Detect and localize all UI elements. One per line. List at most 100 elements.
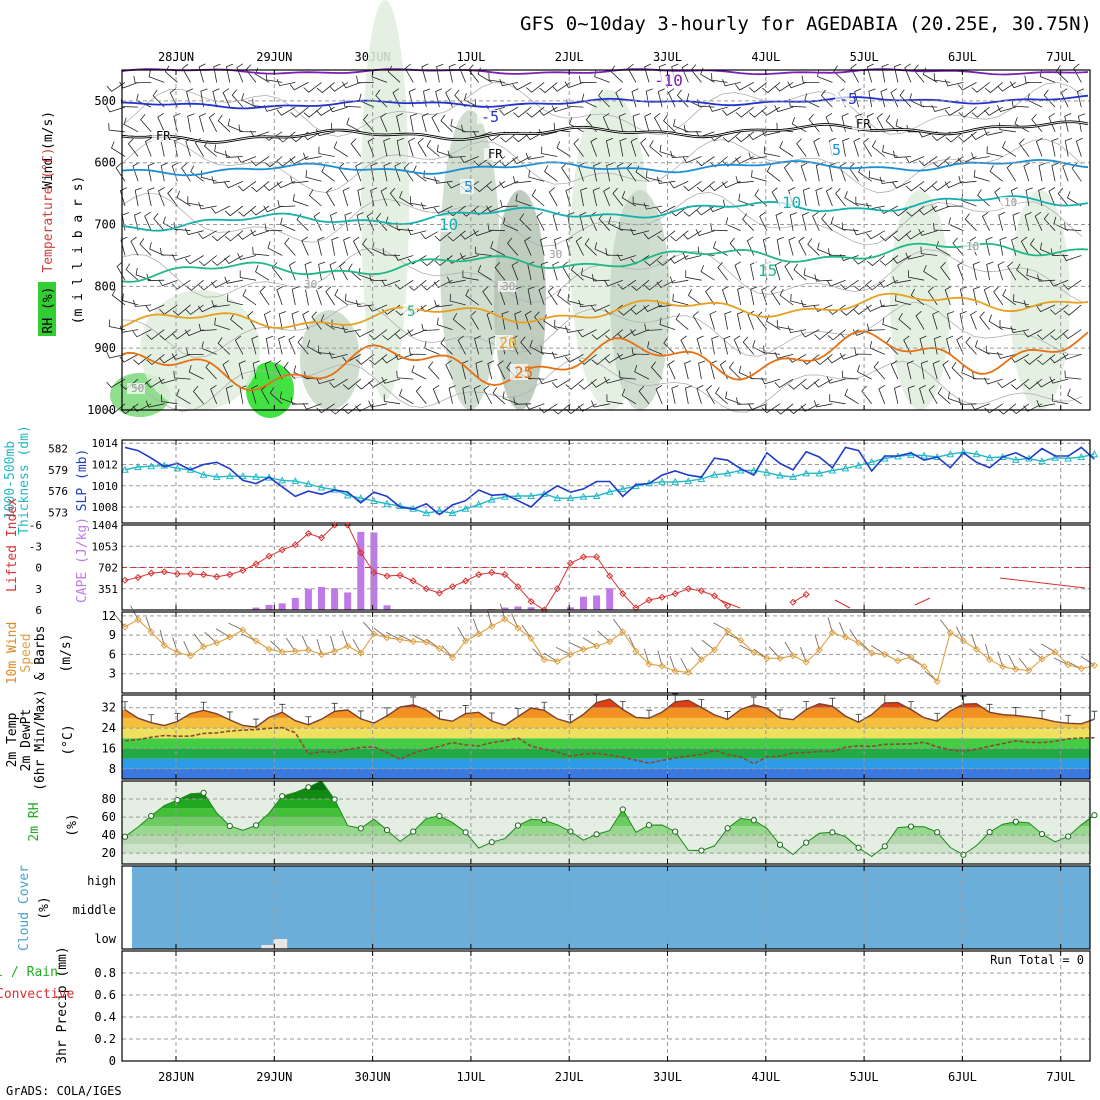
upper-wind-barb [842, 138, 850, 157]
contour-label: 20 [499, 334, 517, 352]
upper-wind-barb [970, 310, 977, 330]
upper-wind-barb [500, 199, 519, 208]
upper-wind-barb [318, 261, 326, 281]
upper-wind-barb [1075, 137, 1083, 157]
wind-speed-point [448, 654, 457, 662]
thickness-point [212, 472, 221, 480]
upper-wind-barb [171, 253, 191, 261]
y-tick-label: 700 [94, 218, 116, 232]
upper-wind-barb [649, 140, 663, 157]
upper-wind-barb [920, 360, 929, 380]
upper-wind-barb [748, 131, 768, 141]
upper-wind-barb [330, 212, 338, 231]
lifted-index-point [291, 541, 299, 549]
upper-wind-barb [271, 262, 283, 281]
upper-wind-barb [415, 385, 427, 405]
upper-wind-barb [290, 176, 309, 184]
ylabel-cloud: Cloud Cover [17, 865, 32, 951]
thickness-point [920, 451, 928, 459]
rh-shading-area [1010, 190, 1070, 410]
rh-point [226, 822, 233, 830]
upper-wind-barb [1016, 263, 1030, 281]
upper-wind-barb [231, 89, 244, 108]
wind-speed-point [488, 622, 496, 630]
upper-wind-barb [932, 360, 940, 380]
temp-minmax-bar [1012, 706, 1019, 716]
upper-wind-barb [149, 242, 165, 256]
lifted-index-point [200, 571, 208, 579]
upper-wind-barb [1023, 162, 1031, 182]
upper-wind-barb [487, 223, 505, 232]
upper-wind-barb [591, 378, 610, 388]
thickness-point [723, 469, 732, 477]
upper-wind-barb [579, 212, 587, 231]
y-tick-label: 40 [102, 828, 116, 842]
wind-barb [532, 648, 545, 660]
upper-wind-barb [473, 229, 492, 237]
cape-bar [580, 596, 587, 610]
upper-wind-barb [835, 188, 846, 207]
upper-wind-barb [696, 205, 715, 216]
upper-wind-barb [291, 286, 299, 305]
wind-speed-point [815, 646, 823, 654]
upper-wind-barb [355, 403, 375, 412]
lifted-index-point [724, 602, 732, 610]
thickness-tick-label: 576 [48, 485, 68, 498]
upper-wind-barb [733, 335, 742, 355]
upper-wind-barb [224, 230, 244, 242]
wind-barb [1040, 643, 1056, 653]
upper-wind-barb [288, 261, 296, 281]
upper-wind-barb [125, 263, 139, 281]
wind-speed-point [475, 630, 483, 638]
thickness-point [553, 494, 562, 502]
upper-wind-barb [331, 319, 348, 330]
upper-wind-barb [302, 310, 309, 330]
upper-wind-barb [696, 335, 704, 355]
upper-wind-barb [868, 170, 885, 182]
wind-barb [543, 652, 558, 662]
upper-wind-barb [857, 364, 872, 380]
upper-wind-barb [514, 311, 522, 330]
upper-wind-barb [763, 345, 781, 355]
bottom-x-tick-label: 29JUN [256, 1070, 292, 1084]
wind-speed-point [579, 645, 588, 653]
upper-wind-barb [774, 378, 794, 389]
bottom-x-tick-label: 3JUL [653, 1070, 682, 1084]
upper-wind-barb [919, 180, 938, 193]
upper-wind-barb [127, 138, 139, 157]
upper-wind-barb [536, 211, 545, 231]
upper-wind-barb [251, 335, 259, 355]
lifted-index-point [186, 570, 195, 578]
upper-wind-barb [705, 385, 715, 404]
wind-barb [215, 628, 231, 638]
upper-wind-barb [844, 388, 859, 405]
upper-wind-barb [868, 88, 876, 108]
upper-wind-barb [865, 304, 885, 312]
panel-background [122, 951, 1090, 1061]
upper-wind-barb [931, 205, 951, 212]
upper-wind-barb [1063, 304, 1082, 316]
lifted-index-point [488, 568, 496, 576]
cape-bar [252, 607, 260, 610]
wind-speed-point [1012, 665, 1020, 673]
wind-speed-point [1038, 655, 1046, 663]
lifted-index-point [802, 590, 810, 598]
thickness-point [671, 477, 680, 485]
lifted-index-point [357, 549, 365, 557]
upper-wind-barb [748, 152, 767, 160]
upper-wind-barb [791, 117, 807, 133]
upper-wind-barb [1062, 254, 1082, 262]
upper-wind-barb [512, 82, 532, 91]
wind-speed-point [186, 652, 195, 660]
upper-wind-barb [742, 336, 755, 355]
upper-wind-barb [144, 137, 152, 157]
wind-barb [373, 627, 388, 639]
wind-barb [871, 645, 886, 655]
lifted-index-fragment [914, 597, 931, 606]
upper-wind-barb [604, 376, 623, 384]
upper-wind-barb [775, 403, 794, 415]
upper-wind-barb [667, 88, 676, 108]
ylabel-precip-convective-line: Convective [0, 987, 74, 1002]
upper-wind-barb [606, 394, 623, 405]
upper-wind-barb [106, 378, 126, 388]
